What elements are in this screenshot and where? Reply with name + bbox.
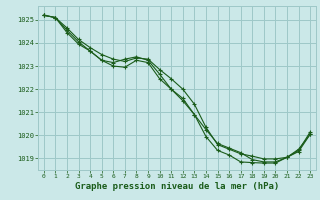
X-axis label: Graphe pression niveau de la mer (hPa): Graphe pression niveau de la mer (hPa) [75,182,279,191]
